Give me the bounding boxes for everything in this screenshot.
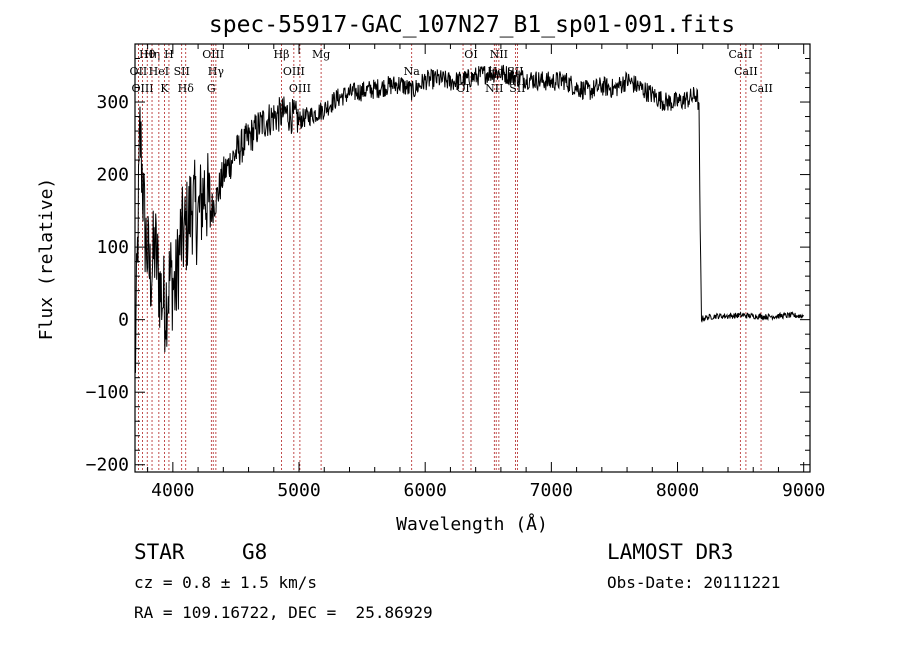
- x-tick-label: 6000: [404, 480, 447, 501]
- x-tick-label: 7000: [530, 480, 573, 501]
- obs-date: Obs-Date: 20111221: [607, 573, 781, 592]
- marker-label: CaII: [734, 65, 758, 78]
- chart-title: spec-55917-GAC_107N27_B1_sp01-091.fits: [209, 12, 735, 38]
- marker-label: K: [160, 82, 169, 95]
- redshift-value: cz = 0.8 ± 1.5 km/s: [134, 573, 318, 592]
- y-tick-label: −100: [86, 382, 129, 403]
- marker-label: OIII: [202, 48, 224, 61]
- x-tick-label: 9000: [782, 480, 825, 501]
- marker-label: Hθ: [139, 48, 156, 61]
- marker-label: Hβ: [274, 48, 290, 61]
- x-tick-label: 5000: [277, 480, 320, 501]
- marker-label: OIII: [283, 65, 305, 78]
- x-axis-label: Wavelength (Å): [396, 513, 548, 535]
- marker-label: Na: [404, 65, 421, 78]
- marker-label: OI: [464, 48, 477, 61]
- y-tick-label: 0: [118, 310, 129, 331]
- y-tick-label: 300: [96, 92, 129, 113]
- y-tick-label: 200: [96, 165, 129, 186]
- marker-label: H: [164, 48, 174, 61]
- marker-label: SII: [509, 82, 525, 95]
- marker-label: NII: [490, 48, 508, 61]
- ra-dec: RA = 109.16722, DEC = 25.86929: [134, 603, 433, 622]
- y-tick-label: −200: [86, 455, 129, 476]
- x-tick-label: 4000: [151, 480, 194, 501]
- marker-label: Hγ: [208, 65, 225, 78]
- marker-label: OII: [130, 65, 148, 78]
- axes: 4000 5000 6000 7000 8000 9000 −200 −100 0 100 200 3…: [86, 43, 825, 501]
- marker-label: G: [207, 82, 216, 95]
- marker-label: OI: [456, 82, 469, 95]
- marker-label: CaII: [749, 82, 773, 95]
- marker-label: Hδ: [178, 82, 195, 95]
- survey-name: LAMOST DR3: [607, 540, 734, 564]
- y-axis-label: Flux (relative): [36, 178, 57, 341]
- marker-label: Hη: [144, 48, 160, 61]
- plot-area: [135, 64, 805, 373]
- marker-label: OIII: [132, 82, 154, 95]
- marker-label: CaII: [729, 48, 753, 61]
- marker-label: NII: [485, 82, 503, 95]
- marker-label: HeI: [149, 65, 169, 78]
- marker-label: SII: [174, 65, 190, 78]
- marker-label: Mg: [312, 48, 330, 61]
- star-class: STAR: [134, 540, 185, 564]
- plot-frame: [134, 43, 811, 473]
- star-subclass: G8: [242, 540, 268, 564]
- y-tick-label: 100: [96, 237, 129, 258]
- spectrum-line: [135, 64, 805, 373]
- marker-label: OIII: [289, 82, 311, 95]
- line-markers: HθOIIOIIIHηHeIKHSIIHδOIIIHγGHβOIIIOIIIMg…: [130, 44, 773, 472]
- x-tick-label: 8000: [656, 480, 699, 501]
